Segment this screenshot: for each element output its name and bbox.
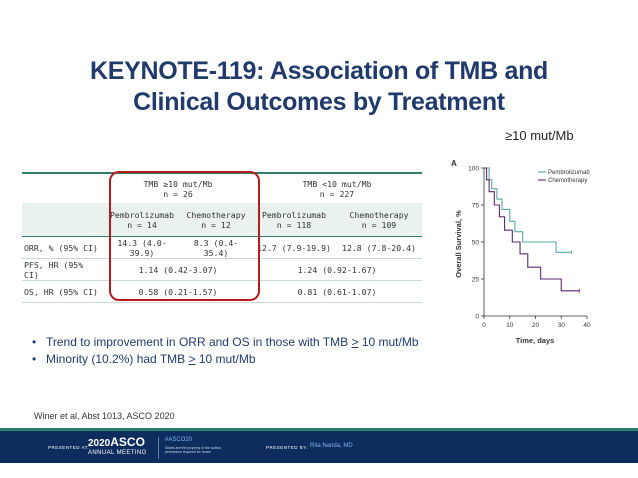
table-cell: 8.3 (0.4-35.4) [180, 236, 252, 259]
y-tick-label: 0 [475, 313, 479, 320]
presented-at-label: PRESENTED AT: [48, 445, 90, 450]
table-row-os: OS, HR (95% CI) 0.58 (0.21-1.57) 0.81 (0… [22, 280, 422, 303]
bullet-text: 10 mut/Mb [195, 352, 256, 366]
row-label: OS, HR (95% CI) [22, 280, 104, 303]
arm-header: Pembrolizumab n = 14 [104, 203, 180, 237]
arm-n: n = 12 [201, 219, 231, 230]
chart-series [484, 167, 580, 293]
annual-meeting: ANNUAL MEETING [88, 450, 147, 456]
x-tick-label: 10 [506, 322, 514, 329]
y-tick-label: 75 [472, 202, 480, 209]
y-tick-label: 25 [472, 276, 480, 283]
arm-n: n = 118 [276, 219, 312, 230]
group-high-tmb: TMB ≥10 mut/Mb n = 26 [104, 172, 252, 203]
x-tick-label: 20 [532, 322, 540, 329]
arm-label: Pembrolizumab [109, 209, 175, 220]
logo-year: 2020 [88, 438, 111, 449]
series-line-pembrolizumab [484, 167, 572, 253]
bullet-symbol: > [351, 335, 359, 349]
footer-bar: PRESENTED AT: 2020ASCO ANNUAL MEETING #A… [0, 428, 638, 463]
highlight-box [109, 171, 260, 301]
x-tick-label: 40 [583, 322, 591, 329]
arm-header: Chemotherapy n = 109 [336, 203, 422, 237]
arm-label: Chemotherapy [349, 209, 409, 220]
table-cell: 0.58 (0.21-1.57) [104, 280, 252, 303]
chart-axes: 0 25 50 75 100 0 10 20 30 40 [468, 165, 591, 329]
legend-label: Chemotherapy [548, 178, 587, 184]
title-line-1: KEYNOTE-119: Association of TMB and [89, 57, 549, 85]
presenter-name: Rita Nanda, MD [310, 443, 353, 449]
arm-label: Chemotherapy [186, 209, 246, 220]
bullet-symbol: > [188, 352, 196, 366]
asco-logo: 2020ASCO [88, 435, 145, 449]
x-tick-label: 30 [558, 322, 566, 329]
table-cell: 1.14 (0.42-3.07) [104, 258, 252, 281]
table-cell: 14.3 (4.0-39.9) [104, 236, 180, 259]
table-row-orr: ORR, % (95% CI) 14.3 (4.0-39.9) 8.3 (0.4… [22, 236, 422, 259]
bullet-item: • Minority (10.2%) had TMB > 10 mut/Mb [32, 352, 256, 366]
row-label: PFS, HR (95% CI) [22, 258, 104, 281]
legend-label: Pembrolizumab [548, 170, 590, 176]
row-label: ORR, % (95% CI) [22, 236, 104, 259]
table-cell: 12.8 (7.8-20.4) [336, 236, 422, 259]
group-low-tmb: TMB <10 mut/Mb n = 227 [252, 172, 422, 203]
x-tick-label: 0 [482, 322, 486, 329]
chart-subhead: ≥10 mut/Mb [505, 128, 574, 143]
arm-header: Pembrolizumab n = 118 [252, 203, 336, 237]
table-group-header-row: TMB ≥10 mut/Mb n = 26 TMB <10 mut/Mb n =… [22, 172, 422, 203]
group-low-tmb-label: TMB <10 mut/Mb [302, 178, 372, 189]
slide-title: KEYNOTE-119: Association of TMB and Clin… [0, 56, 638, 118]
group-high-tmb-label: TMB ≥10 mut/Mb [143, 178, 213, 189]
y-tick-label: 50 [472, 239, 480, 246]
bullet-text: Trend to improvement in ORR and OS in th… [46, 335, 352, 349]
table-cell: 0.81 (0.61-1.07) [252, 280, 422, 303]
arm-n: n = 109 [361, 219, 397, 230]
bullet-text: 10 mut/Mb [358, 335, 419, 349]
arm-n: n = 14 [127, 219, 157, 230]
table-row-pfs: PFS, HR (95% CI) 1.14 (0.42-3.07) 1.24 (… [22, 258, 422, 281]
bullet-item: • Trend to improvement in ORR and OS in t… [32, 335, 419, 349]
panel-label: A [451, 159, 457, 168]
logo-brand: ASCO [110, 435, 145, 449]
title-line-2: Clinical Outcomes by Treatment [133, 88, 505, 116]
chart-legend: Pembrolizumab Chemotherapy [538, 170, 590, 184]
series-line-chemotherapy [484, 167, 580, 292]
group-high-tmb-n: n = 26 [163, 188, 193, 199]
y-axis-label: Overall Survival, % [454, 210, 463, 278]
bullet-list: • Trend to improvement in ORR and OS in t… [32, 334, 419, 368]
arm-label: Pembrolizumab [261, 209, 327, 220]
table-cell: 1.24 (0.92-1.67) [252, 258, 422, 281]
citation: Winer et al, Abst 1013, ASCO 2020 [34, 411, 175, 421]
table-arm-header-row: Pembrolizumab n = 14 Chemotherapy n = 12 P… [22, 203, 422, 237]
footer-divider [158, 437, 159, 459]
km-survival-chart: A 0 25 50 75 100 0 10 20 30 40 Pembrolizumab Chemo… [451, 159, 591, 345]
disclaimer-line-1: Slides are the property of the author, [165, 446, 222, 450]
results-table: TMB ≥10 mut/Mb n = 26 TMB <10 mut/Mb n =… [22, 172, 422, 303]
bullet-text: Minority (10.2%) had TMB [46, 352, 189, 366]
arm-header: Chemotherapy n = 12 [180, 203, 252, 237]
group-low-tmb-n: n = 227 [319, 188, 355, 199]
disclaimer-line-2: permission required for reuse. [165, 450, 212, 454]
presented-by-label: PRESENTED BY: [266, 445, 309, 450]
y-tick-label: 100 [468, 165, 479, 172]
x-axis-label: Time, days [516, 336, 555, 345]
hashtag: #ASCO20 [165, 437, 193, 443]
table-cell: 12.7 (7.9-19.9) [252, 236, 336, 259]
